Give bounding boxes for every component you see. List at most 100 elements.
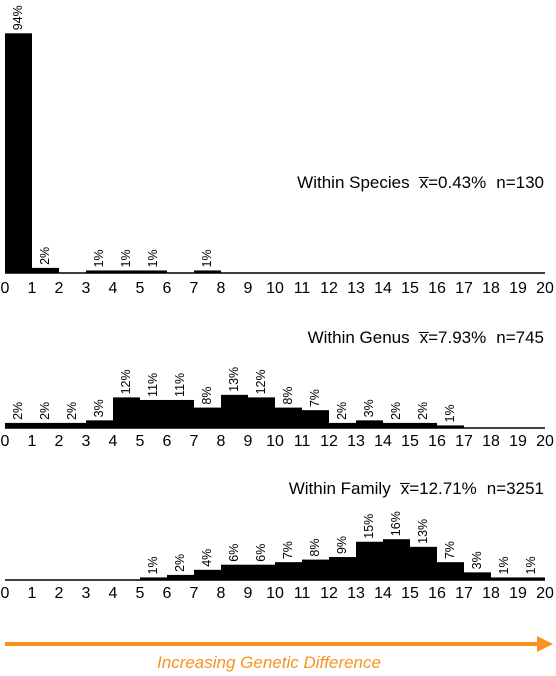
bar [86, 420, 113, 428]
n-label: n=745 [496, 328, 544, 347]
arrowhead-icon [537, 636, 553, 652]
x-tick-label: 13 [347, 585, 365, 602]
x-tick-label: 1 [28, 585, 37, 602]
x-tick-label: 2 [55, 280, 64, 297]
bar-value-label: 12% [119, 369, 133, 394]
bar [167, 574, 194, 580]
bar [383, 422, 410, 428]
x-tick-label: 14 [374, 585, 392, 602]
n-label: n=130 [496, 173, 544, 192]
bar [491, 577, 518, 580]
x-tick-label: 5 [136, 585, 145, 602]
bar-value-label: 3% [362, 399, 376, 417]
bar [140, 399, 167, 428]
bar-value-label: 7% [281, 541, 295, 559]
bar [248, 397, 275, 428]
bar-value-label: 6% [227, 544, 241, 562]
x-tick-label: 14 [374, 280, 392, 297]
bar [86, 270, 113, 273]
x-tick-label: 17 [455, 585, 473, 602]
bar [113, 270, 140, 273]
x-tick-label: 18 [482, 433, 500, 450]
bar-value-label: 8% [200, 387, 214, 405]
bar [248, 564, 275, 580]
x-tick-label: 12 [320, 585, 338, 602]
x-tick-label: 20 [536, 280, 554, 297]
x-tick-label: 17 [455, 433, 473, 450]
x-tick-label: 0 [1, 280, 10, 297]
x-tick-label: 6 [163, 280, 172, 297]
bar [194, 270, 221, 273]
bar [356, 420, 383, 428]
bar-value-label: 1% [119, 249, 133, 267]
bar-value-label: 7% [308, 389, 322, 407]
bar [140, 270, 167, 273]
bar-value-label: 1% [200, 249, 214, 267]
panel-title: Within Family [289, 479, 392, 498]
bar [5, 33, 32, 273]
bar-value-label: 11% [173, 373, 187, 397]
x-tick-label: 3 [82, 585, 91, 602]
bar [167, 399, 194, 428]
x-tick-label: 20 [536, 433, 554, 450]
x-tick-label: 13 [347, 433, 365, 450]
x-tick-label: 18 [482, 280, 500, 297]
panel-1: 94%2% 1% 1% 1% 1%0 1 2 3 4 5 6 7 8 9 10 11 12 13 14 15 16 17 1… [1, 5, 554, 297]
bar [194, 407, 221, 428]
x-tick-label: 7 [190, 433, 199, 450]
x-tick-label: 12 [320, 433, 338, 450]
bar-value-label: 11% [146, 373, 160, 397]
bar [410, 422, 437, 428]
x-tick-label: 8 [217, 280, 226, 297]
x-tick-label: 19 [509, 280, 527, 297]
histogram-panels: 94%2% 1% 1% 1% 1%0 1 2 3 4 5 6 7 8 9 10 11 12 13 14 15 16 17 1… [1, 5, 554, 602]
bar-value-label: 1% [146, 249, 160, 267]
x-tick-label: 4 [109, 433, 118, 450]
bar [275, 562, 302, 580]
bar-value-label: 16% [389, 511, 403, 536]
bar [329, 422, 356, 428]
x-tick-label: 14 [374, 433, 392, 450]
bar [518, 577, 545, 580]
bar-value-label: 2% [416, 402, 430, 420]
mean-label: x̅=0.43% [419, 173, 486, 192]
bar [59, 422, 86, 428]
bar-value-label: 1% [497, 556, 511, 574]
x-tick-label: 6 [163, 433, 172, 450]
bar [194, 569, 221, 580]
x-tick-label: 15 [401, 433, 419, 450]
bar-value-label: 7% [443, 541, 457, 559]
x-tick-label: 7 [190, 280, 199, 297]
bar-value-label: 13% [227, 367, 241, 392]
x-tick-label: 0 [1, 585, 10, 602]
bar [275, 407, 302, 428]
bar-value-label: 3% [92, 399, 106, 417]
bar [32, 267, 59, 273]
x-tick-label: 4 [109, 585, 118, 602]
x-tick-label: 4 [109, 280, 118, 297]
x-tick-label: 16 [428, 433, 446, 450]
panel-3: 1% 2% 4% 6% 6% 7% 8% 9%15% 16% 13%7%3% 1% 1%0 1 2 3 4 5 6… [1, 479, 554, 602]
panel-annotation: Within Species x̅=0.43% n=130 [297, 173, 544, 192]
panel-title: Within Species [297, 173, 409, 192]
bar [302, 410, 329, 428]
bar-value-label: 2% [65, 402, 79, 420]
bar [302, 559, 329, 580]
bar-value-label: 94% [11, 5, 25, 30]
bar-value-label: 1% [524, 556, 538, 574]
x-tick-label: 18 [482, 585, 500, 602]
mean-label: x̅=12.71% [400, 479, 477, 498]
bar-value-label: 1% [92, 249, 106, 267]
x-tick-label: 11 [294, 433, 311, 450]
bar-value-label: 8% [308, 539, 322, 557]
x-tick-label: 5 [136, 433, 145, 450]
bar-value-label: 2% [38, 402, 52, 420]
bar-value-label: 4% [200, 549, 214, 567]
x-tick-label: 8 [217, 433, 226, 450]
bar [221, 394, 248, 428]
bar [5, 422, 32, 428]
x-tick-label: 15 [401, 585, 419, 602]
x-tick-label: 0 [1, 433, 10, 450]
x-tick-label: 16 [428, 585, 446, 602]
